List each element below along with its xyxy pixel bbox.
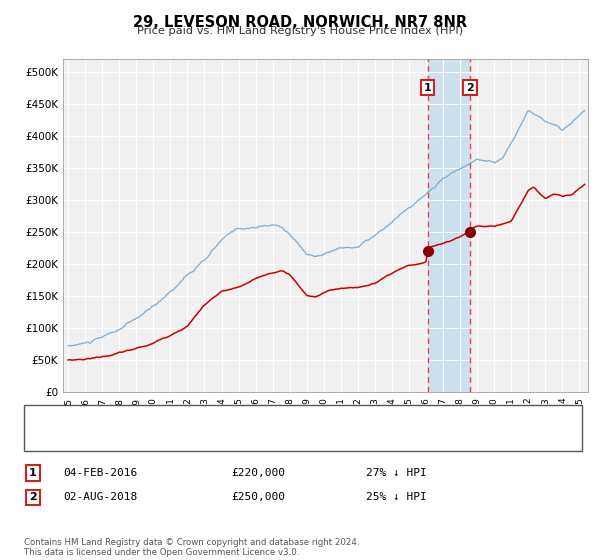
Text: 29, LEVESON ROAD, NORWICH, NR7 8NR (detached house): 29, LEVESON ROAD, NORWICH, NR7 8NR (deta…	[75, 413, 399, 423]
Text: £220,000: £220,000	[231, 468, 285, 478]
Text: 25% ↓ HPI: 25% ↓ HPI	[366, 492, 427, 502]
Text: 02-AUG-2018: 02-AUG-2018	[63, 492, 137, 502]
Text: HPI: Average price, detached house, Broadland: HPI: Average price, detached house, Broa…	[75, 435, 333, 444]
Text: 2: 2	[29, 492, 37, 502]
Text: 1: 1	[424, 83, 431, 92]
Text: 27% ↓ HPI: 27% ↓ HPI	[366, 468, 427, 478]
Text: £250,000: £250,000	[231, 492, 285, 502]
Text: 2: 2	[466, 83, 474, 92]
Text: 29, LEVESON ROAD, NORWICH, NR7 8NR: 29, LEVESON ROAD, NORWICH, NR7 8NR	[133, 15, 467, 30]
Bar	[428, 59, 470, 392]
Text: 04-FEB-2016: 04-FEB-2016	[63, 468, 137, 478]
Text: 1: 1	[29, 468, 37, 478]
Text: Contains HM Land Registry data © Crown copyright and database right 2024.
This d: Contains HM Land Registry data © Crown c…	[24, 538, 359, 557]
Text: Price paid vs. HM Land Registry's House Price Index (HPI): Price paid vs. HM Land Registry's House …	[137, 26, 463, 36]
